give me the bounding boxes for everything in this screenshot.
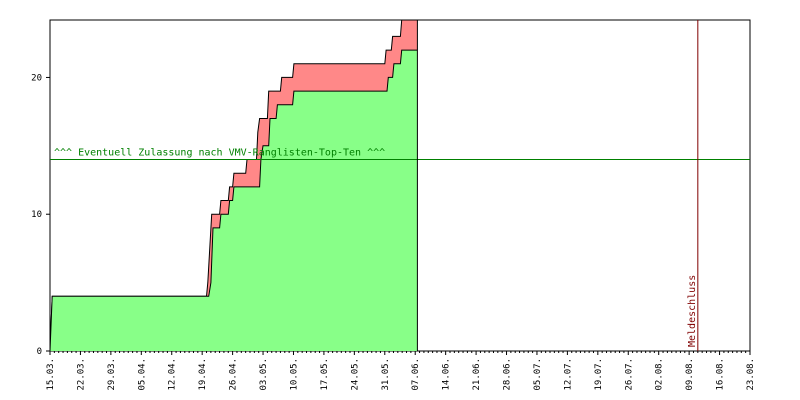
x-tick-label: 09.08. bbox=[685, 358, 695, 391]
x-tick-label: 17.05. bbox=[320, 358, 330, 391]
series-outline-0 bbox=[49, 19, 418, 352]
y-tick-label: 10 bbox=[31, 210, 42, 220]
y-tick-label: 20 bbox=[31, 73, 42, 83]
area-series-group bbox=[49, 19, 418, 352]
x-tick-label: 23.08. bbox=[746, 358, 756, 391]
deadline-label: Meldeschluss bbox=[687, 275, 698, 347]
x-tick-label: 22.03. bbox=[76, 358, 86, 391]
x-tick-label: 15.03. bbox=[46, 358, 56, 391]
area-series-1 bbox=[50, 50, 418, 351]
threshold-label: ^^^ Eventuell Zulassung nach VMV-Ranglis… bbox=[54, 148, 385, 159]
x-tick-label: 26.04. bbox=[229, 358, 239, 391]
x-tick-label: 28.06. bbox=[503, 358, 513, 391]
x-tick-label: 26.07. bbox=[624, 358, 634, 391]
x-tick-label: 14.06. bbox=[442, 358, 452, 391]
x-tick-label: 16.08. bbox=[716, 358, 726, 391]
x-tick-label: 05.07. bbox=[533, 358, 543, 391]
series-outline-1 bbox=[49, 49, 418, 352]
x-tick-label: 10.05. bbox=[289, 358, 299, 391]
x-tick-label: 03.05. bbox=[259, 358, 269, 391]
x-tick-label: 29.03. bbox=[107, 358, 117, 391]
x-tick-label: 21.06. bbox=[472, 358, 482, 391]
x-tick-label: 19.07. bbox=[594, 358, 604, 391]
x-tick-label: 12.07. bbox=[563, 358, 573, 391]
y-tick-label: 0 bbox=[37, 347, 42, 357]
x-tick-label: 24.05. bbox=[350, 358, 360, 391]
y-axis: 0 10 20 bbox=[31, 73, 50, 357]
x-tick-label: 02.08. bbox=[655, 358, 665, 391]
x-tick-label: 31.05. bbox=[381, 358, 391, 391]
x-tick-label: 12.04. bbox=[168, 358, 178, 391]
x-tick-label: 05.04. bbox=[137, 358, 147, 391]
x-axis: 15.03. 22.03. 29.03. 05.04. 12.04. 19.04. 26.0… bbox=[46, 351, 756, 391]
x-tick-label: 07.06. bbox=[411, 358, 421, 391]
x-tick-label: 19.04. bbox=[198, 358, 208, 391]
